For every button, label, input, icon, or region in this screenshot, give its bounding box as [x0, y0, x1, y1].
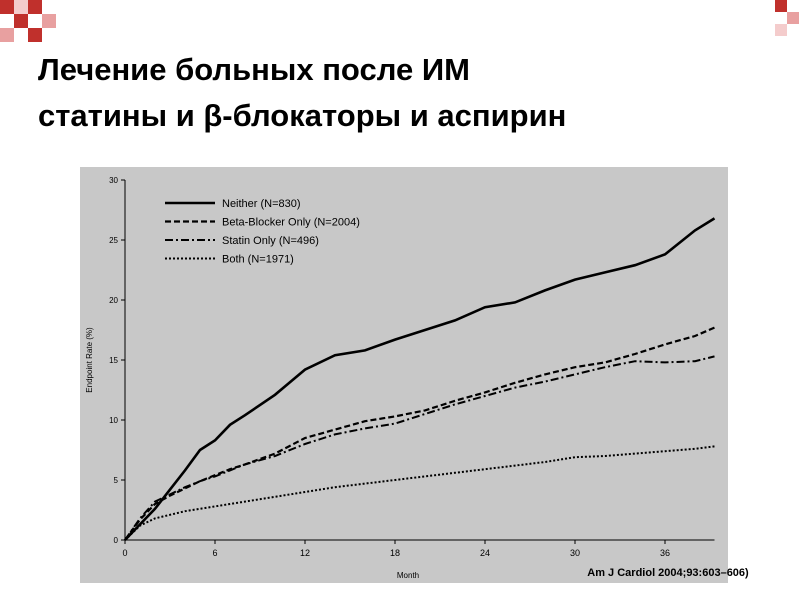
- y-tick-label: 15: [109, 356, 118, 365]
- x-tick-label: 0: [122, 548, 127, 558]
- legend-label: Both (N=1971): [222, 254, 294, 266]
- x-tick-label: 18: [390, 548, 400, 558]
- y-tick-label: 30: [109, 176, 118, 185]
- y-axis-label: Endpoint Rate (%): [85, 327, 94, 393]
- y-tick-label: 0: [114, 536, 119, 545]
- title-line: Лечение больных после ИМ: [38, 52, 470, 87]
- data-line: [124, 445, 715, 541]
- y-tick-label: 20: [109, 296, 118, 305]
- citation: Am J Cardiol 2004;93:603–606): [587, 567, 749, 579]
- legend-label: Neither (N=830): [222, 198, 301, 210]
- legend-label: Statin Only (N=496): [222, 235, 319, 247]
- legend-label: Beta-Blocker Only (N=2004): [222, 217, 360, 229]
- x-tick-label: 6: [212, 548, 217, 558]
- data-line: [124, 217, 716, 541]
- decoration: [0, 0, 799, 42]
- data-line: [124, 326, 715, 541]
- x-tick-label: 30: [570, 548, 580, 558]
- data-line: [124, 355, 715, 541]
- x-tick-label: 12: [300, 548, 310, 558]
- y-tick-label: 5: [114, 476, 119, 485]
- x-tick-label: 24: [480, 548, 490, 558]
- y-tick-label: 25: [109, 236, 118, 245]
- x-axis-label: Month: [397, 571, 419, 580]
- plot-background: [80, 167, 728, 583]
- title-line: статины и β-блокаторы и аспирин: [38, 98, 567, 133]
- x-tick-label: 36: [660, 548, 670, 558]
- y-tick-label: 10: [109, 416, 118, 425]
